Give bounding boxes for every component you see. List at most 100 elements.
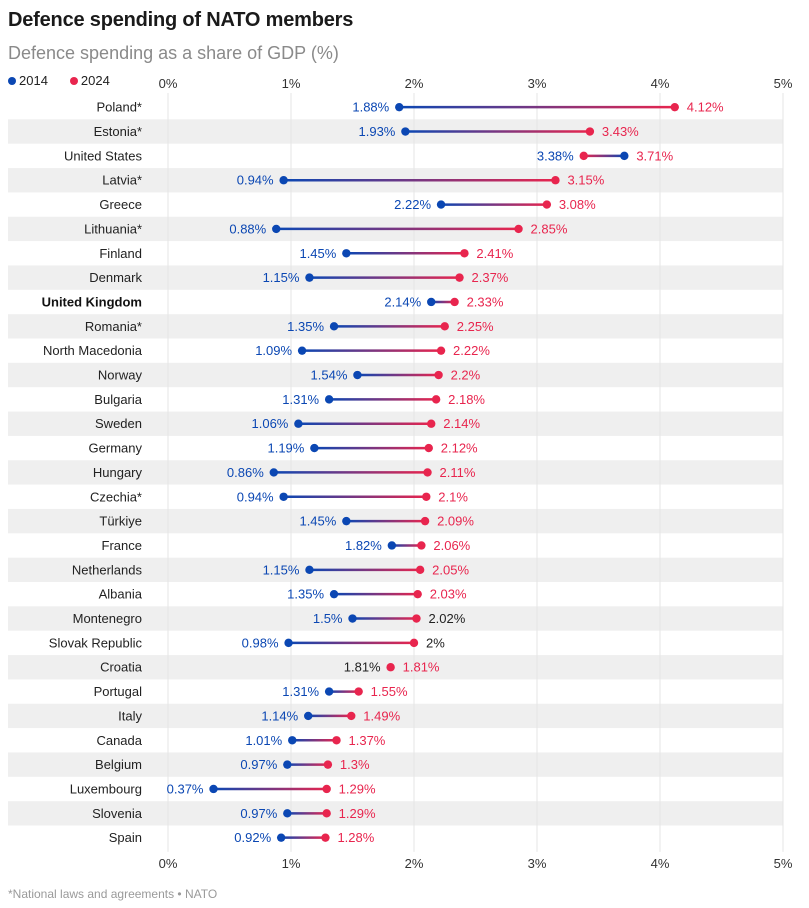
data-row: France 1.82% 2.06% [102,538,471,553]
dot-2014[interactable] [272,224,281,234]
dot-2014[interactable] [329,322,339,331]
value-label-left: 0.98% [242,635,279,650]
dot-2014[interactable] [310,443,319,453]
value-label-left: 1.45% [299,246,336,261]
dot-2024[interactable] [347,711,356,721]
country-label: Denmark [89,270,142,285]
dot-2024[interactable] [434,370,443,380]
data-row: Luxembourg 0.37% 1.29% [70,781,376,796]
dot-2024[interactable] [413,589,422,599]
data-row: Albania 1.35% 2.03% [99,587,467,602]
dot-2014[interactable] [342,516,351,526]
dot-2014[interactable] [620,151,629,161]
x-tick-label-top: 2% [405,76,424,91]
dot-2014[interactable] [284,638,293,648]
dot-2024[interactable] [514,224,523,234]
dot-2024[interactable] [354,687,363,696]
value-label-left: 0.97% [240,806,277,821]
dot-2014[interactable] [401,127,410,136]
data-row: United Kingdom 2.14% 2.33% [42,294,504,309]
dot-2014[interactable] [288,736,297,745]
dot-2014[interactable] [305,565,314,575]
dot-2024[interactable] [427,419,436,428]
legend-item-2014[interactable]: 2014 [8,73,48,88]
value-label-right: 2.02% [428,611,465,626]
dot-2024[interactable] [436,346,446,355]
dot-2024[interactable] [670,102,679,112]
dot-2024[interactable] [450,297,459,307]
data-row: Lithuania* 0.88% 2.85% [84,221,568,236]
country-label: Netherlands [72,562,143,577]
value-label-right: 2.18% [448,392,485,407]
legend-item-2024[interactable]: 2024 [69,73,110,88]
dot-2024[interactable] [455,273,464,282]
dot-2024[interactable] [440,322,449,331]
country-label: Portugal [94,684,143,699]
data-row: Czechia* 0.94% 2.1% [90,489,468,504]
dot-2024[interactable] [420,516,430,526]
dot-2014[interactable] [324,687,334,696]
value-label-left: 1.93% [359,124,396,139]
dot-2024[interactable] [415,565,425,575]
x-tick-label-bottom: 0% [159,856,178,871]
dot-2024[interactable] [386,663,395,672]
dot-2014[interactable] [348,614,357,623]
dot-2024[interactable] [579,151,588,161]
value-label-right: 3.71% [636,148,673,163]
country-label: Czechia* [90,489,142,504]
dot-2014[interactable] [436,200,446,209]
dot-2024[interactable] [431,395,441,404]
value-label-left: 2.14% [384,294,421,309]
dot-2014[interactable] [279,492,288,501]
dot-2014[interactable] [387,541,397,550]
dot-2024[interactable] [551,176,560,185]
country-label: Türkiye [99,514,142,529]
row-band [8,801,783,826]
chart-subtitle: Defence spending as a share of GDP (%) [8,43,339,63]
value-label-right: 2% [426,635,445,650]
data-row: Latvia* 0.94% 3.15% [102,173,605,188]
value-label-left: 1.14% [261,708,298,723]
value-label-right: 2.05% [432,562,469,577]
dot-2014[interactable] [283,760,292,769]
dot-2014[interactable] [329,589,339,599]
value-label-left: 1.06% [252,416,289,431]
dot-2014[interactable] [294,419,303,428]
dot-2014[interactable] [304,711,313,721]
value-label-left: 3.38% [537,148,574,163]
chart-title: Defence spending of NATO members [8,9,354,31]
value-label-right: 1.29% [339,806,376,821]
dot-2024[interactable] [424,443,433,453]
dot-2014[interactable] [283,809,292,818]
dot-2024[interactable] [422,492,431,501]
dot-2024[interactable] [585,127,595,136]
dot-2014[interactable] [427,297,436,307]
value-label-left: 1.31% [282,392,319,407]
dot-2014[interactable] [353,370,362,380]
dot-2014[interactable] [395,102,404,112]
dot-2014[interactable] [269,468,278,477]
country-label: United Kingdom [42,294,142,309]
dot-2024[interactable] [332,736,341,745]
dot-2024[interactable] [322,784,331,794]
dot-2024[interactable] [321,833,330,842]
dot-2014[interactable] [209,784,218,794]
dot-2014[interactable] [279,176,288,185]
dot-2024[interactable] [322,809,331,818]
dot-2014[interactable] [276,833,286,842]
dot-2024[interactable] [409,638,419,648]
dot-2024[interactable] [412,614,421,623]
dot-2014[interactable] [324,395,334,404]
dot-2024[interactable] [323,760,333,769]
dot-2024[interactable] [417,541,426,550]
dot-2024[interactable] [460,249,469,258]
dot-2014[interactable] [305,273,314,282]
dot-2024[interactable] [423,468,432,477]
dot-2014[interactable] [297,346,307,355]
country-label: France [102,538,142,553]
country-label: Romania* [85,319,142,334]
value-label-left: 1.15% [263,562,300,577]
x-tick-label-top: 4% [651,76,670,91]
dot-2014[interactable] [342,249,351,258]
dot-2024[interactable] [542,200,552,209]
